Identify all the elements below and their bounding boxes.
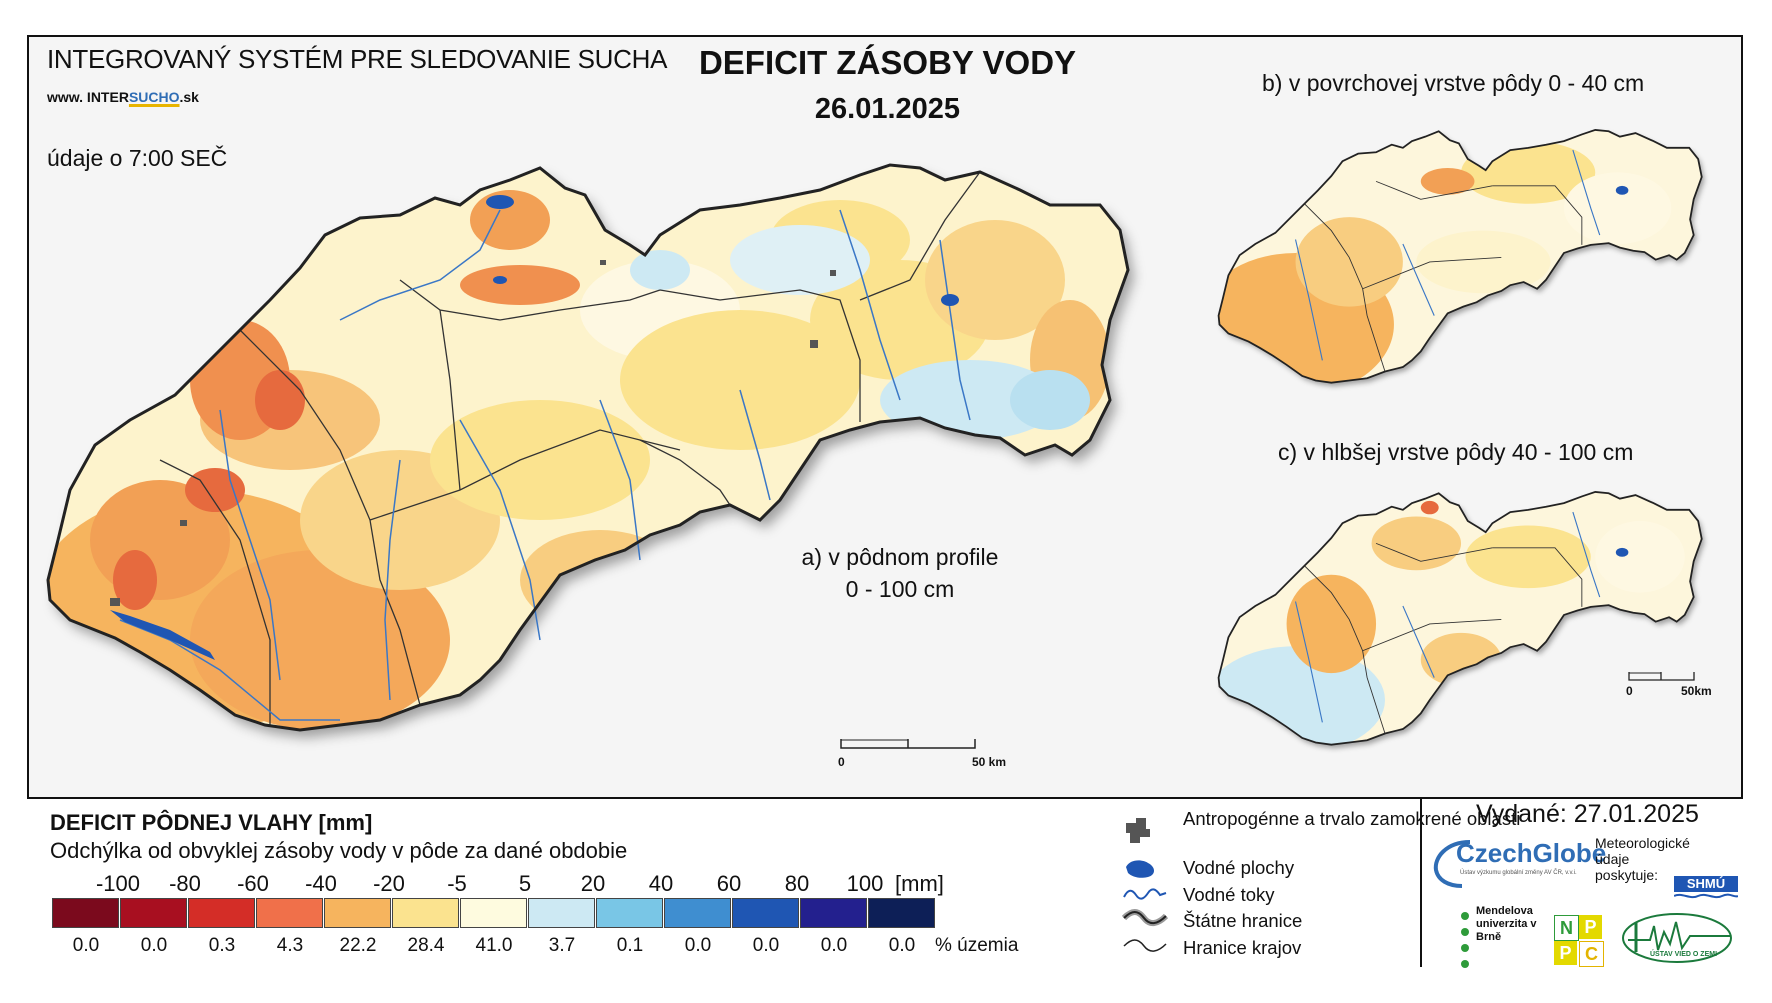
- mendel-dots-icon: [1461, 912, 1469, 968]
- tick-label: 80: [784, 871, 810, 896]
- nppc-n: N: [1554, 915, 1579, 941]
- mendel-logo: Mendelova univerzita v Brně: [1476, 905, 1537, 943]
- map-a-label: a) v pôdnom profile: [801, 544, 999, 570]
- legend-percentage: 0.0: [684, 935, 712, 956]
- main-scale-end: 50 km: [972, 755, 1007, 769]
- legend-percentage: 0.3: [208, 935, 236, 956]
- map-c-deep: [1217, 491, 1703, 746]
- legend-swatch: [868, 898, 935, 928]
- nppc-c: C: [1579, 941, 1604, 967]
- website-suffix: .sk: [179, 89, 199, 105]
- symbol-label-state-border: Štátne hranice: [1183, 910, 1303, 931]
- tick-label: 60: [716, 871, 742, 896]
- tick-label: -5: [447, 871, 467, 896]
- tick-label: 20: [580, 871, 606, 896]
- legend-percentage: 4.3: [276, 935, 304, 956]
- symbol-label-river: Vodné toky: [1183, 884, 1275, 905]
- symbol-label-urban: Antropogénne a trvalo zamokrené oblasti: [1183, 808, 1521, 829]
- tick-label: 40: [648, 871, 674, 896]
- legend-percentage: 41.0: [475, 935, 513, 956]
- region-borders: [159, 171, 981, 725]
- czechglobe-subtitle: Ústav výzkumu globální změny AV ČR, v.v.…: [1460, 870, 1577, 876]
- state-border-icon: [1122, 909, 1168, 926]
- legend-percentage: 0.1: [616, 935, 644, 956]
- tick-label: -80: [169, 871, 201, 896]
- legend-percentage: 0.0: [140, 935, 168, 956]
- uvz-logo-icon: [1622, 913, 1732, 963]
- small-scale-bar: [1628, 672, 1695, 681]
- small-scale-end: 50km: [1681, 684, 1712, 698]
- legend-swatch: [732, 898, 799, 928]
- main-scale-bar: [840, 739, 976, 749]
- legend-percentage: 0.0: [72, 935, 100, 956]
- czechglobe-logo: CzechGlobe: [1456, 838, 1607, 868]
- map-title: DEFICIT ZÁSOBY VODY: [698, 44, 1077, 81]
- map-c-label: c) v hlbšej vrstve pôdy 40 - 100 cm: [1278, 439, 1634, 465]
- symbol-label-region-border: Hranice krajov: [1183, 937, 1302, 958]
- legend-swatch: [256, 898, 323, 928]
- tick-label: 100: [846, 871, 884, 896]
- tick-label: -60: [237, 871, 269, 896]
- urban-area-icon: [1126, 818, 1150, 843]
- tick-label: -20: [373, 871, 405, 896]
- legend-swatch: [188, 898, 255, 928]
- map-date: 26.01.2025: [814, 93, 961, 125]
- issued-date: Vydané: 27.01.2025: [1476, 800, 1699, 828]
- website-prefix: www. INTER: [47, 89, 129, 105]
- nppc-p1: P: [1579, 915, 1602, 939]
- uvz-label: ÚSTAV VIED O ZEMI: [1650, 951, 1718, 958]
- legend-percentage: 0.0: [752, 935, 780, 956]
- meteo-text: Meteorologické údaje poskytuje:: [1595, 835, 1690, 883]
- legend-swatch: [460, 898, 527, 928]
- small-scale-start: 0: [1626, 684, 1633, 698]
- legend-swatch: [324, 898, 391, 928]
- deficit-raster: [48, 165, 1128, 730]
- system-title: INTEGROVANÝ SYSTÉM PRE SLEDOVANIE SUCHA: [47, 44, 668, 74]
- tick-label: -40: [305, 871, 337, 896]
- shmu-wave-icon: [1673, 876, 1739, 899]
- legend-swatch: [664, 898, 731, 928]
- legend-swatch: [528, 898, 595, 928]
- legend-percentage: 28.4: [407, 935, 445, 956]
- legend-percentage: 3.7: [548, 935, 576, 956]
- shmu-label: SHMÚ: [1686, 876, 1726, 891]
- data-time-note: údaje o 7:00 SEČ: [47, 145, 228, 171]
- map-a-depth: 0 - 100 cm: [845, 576, 955, 602]
- legend-swatch: [596, 898, 663, 928]
- main-map: [46, 163, 1130, 732]
- legend-swatch: [392, 898, 459, 928]
- urban-areas: [110, 260, 836, 606]
- legend-title: DEFICIT PÔDNEJ VLAHY [mm]: [50, 810, 373, 835]
- legend-swatch: [52, 898, 119, 928]
- website-highlight: SUCHO: [128, 89, 180, 105]
- panel-divider: [1420, 797, 1422, 967]
- legend-swatch: [120, 898, 187, 928]
- map-b-surface: [1217, 129, 1703, 384]
- river-icon: [1123, 888, 1167, 900]
- nppc-p2: P: [1554, 941, 1577, 965]
- website-link[interactable]: www. INTERSUCHO.sk: [47, 89, 199, 105]
- legend-swatch: [800, 898, 867, 928]
- legend-percentage: 0.0: [888, 935, 916, 956]
- legend-panel: [27, 797, 1743, 967]
- map-b-label: b) v povrchovej vrstve pôdy 0 - 40 cm: [1262, 70, 1645, 96]
- rivers: [119, 209, 971, 721]
- main-scale-start: 0: [838, 755, 845, 769]
- water-body-icon: [1126, 860, 1154, 878]
- legend-unit: [mm]: [895, 871, 944, 896]
- water-bodies: [110, 195, 959, 660]
- legend-subtitle: Odchýlka od obvyklej zásoby vody v pôde …: [50, 838, 628, 863]
- legend-percentage: 0.0: [820, 935, 848, 956]
- tick-label: 5: [518, 871, 532, 896]
- legend-percentage: 22.2: [339, 935, 377, 956]
- tick-label: -100: [95, 871, 141, 896]
- shmu-logo: SHMÚ: [1673, 868, 1739, 902]
- percent-label: % územia: [935, 935, 1019, 956]
- symbol-label-water: Vodné plochy: [1183, 857, 1295, 878]
- czechglobe-arc-icon: [1433, 840, 1471, 888]
- region-border-icon: [1123, 939, 1167, 952]
